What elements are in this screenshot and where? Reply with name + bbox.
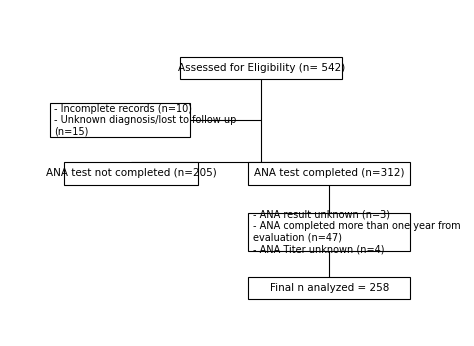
- FancyBboxPatch shape: [181, 57, 342, 80]
- Text: - ANA result unknown (n=3)
- ANA completed more than one year from
evaluation (n: - ANA result unknown (n=3) - ANA complet…: [253, 210, 460, 254]
- Text: ANA test completed (n=312): ANA test completed (n=312): [254, 169, 404, 179]
- Text: Assessed for Eligibility (n= 542): Assessed for Eligibility (n= 542): [178, 63, 345, 73]
- FancyBboxPatch shape: [248, 162, 410, 185]
- Text: - Incomplete records (n=10)
- Unknown diagnosis/lost to follow up
(n=15): - Incomplete records (n=10) - Unknown di…: [55, 103, 237, 137]
- FancyBboxPatch shape: [64, 162, 198, 185]
- FancyBboxPatch shape: [248, 213, 410, 251]
- Text: Final n analyzed = 258: Final n analyzed = 258: [270, 283, 389, 293]
- FancyBboxPatch shape: [50, 103, 190, 137]
- Text: ANA test not completed (n=205): ANA test not completed (n=205): [46, 169, 216, 179]
- FancyBboxPatch shape: [248, 277, 410, 299]
